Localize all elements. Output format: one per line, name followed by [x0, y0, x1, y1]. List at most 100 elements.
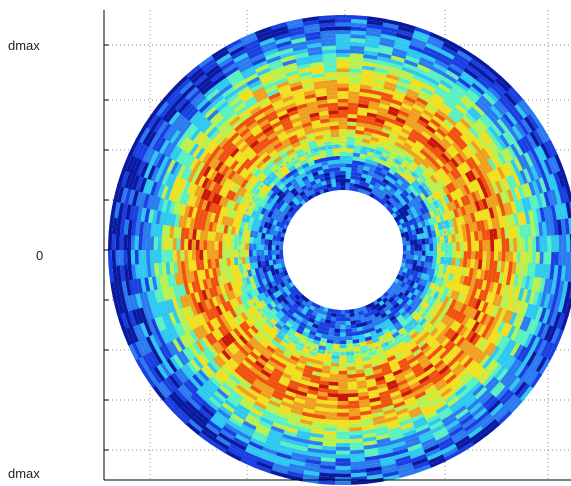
- heatmap-cell: [261, 103, 275, 113]
- heatmap-cell: [266, 288, 273, 296]
- heatmap-cell: [287, 411, 302, 419]
- heatmap-cell: [396, 382, 410, 391]
- heatmap-cell: [499, 116, 513, 132]
- heatmap-cell: [213, 48, 232, 62]
- heatmap-cell: [319, 317, 326, 323]
- heatmap-cell: [414, 277, 421, 285]
- heatmap-cell: [190, 279, 198, 293]
- heatmap-cell: [515, 330, 527, 347]
- heatmap-cell: [246, 135, 259, 147]
- heatmap-cell: [287, 340, 297, 349]
- heatmap-cell: [233, 101, 248, 113]
- heatmap-cell: [348, 76, 363, 81]
- heatmap-cell: [371, 418, 387, 426]
- heatmap-cell: [320, 118, 331, 124]
- heatmap-cell: [476, 118, 490, 133]
- heatmap-cell: [493, 407, 510, 424]
- heatmap-cell: [407, 264, 413, 271]
- heatmap-cell: [483, 359, 497, 374]
- heatmap-cell: [429, 32, 449, 44]
- heatmap-cell: [483, 397, 499, 412]
- heatmap-cell: [216, 99, 231, 113]
- heatmap-cell: [231, 48, 249, 60]
- heatmap-cell: [476, 220, 482, 233]
- heatmap-cell: [391, 127, 403, 136]
- heatmap-cell: [533, 163, 544, 181]
- heatmap-cell: [226, 68, 243, 81]
- heatmap-cell: [520, 302, 529, 318]
- heatmap-cell: [279, 271, 285, 278]
- heatmap-cell: [517, 120, 531, 138]
- heatmap-cell: [318, 18, 338, 24]
- heatmap-cell: [379, 135, 390, 142]
- heatmap-cell: [414, 140, 426, 150]
- heatmap-cell: [340, 167, 347, 172]
- heatmap-cell: [464, 112, 478, 126]
- heatmap-cell: [198, 148, 210, 162]
- heatmap-cell: [424, 219, 431, 227]
- heatmap-cell: [409, 212, 416, 221]
- heatmap-cell: [372, 129, 383, 136]
- heatmap-cell: [197, 311, 207, 325]
- heatmap-cell: [182, 361, 196, 377]
- heatmap-cell: [338, 121, 349, 126]
- heatmap-cell: [171, 296, 180, 311]
- heatmap-cell: [532, 194, 540, 211]
- heatmap-cell: [233, 432, 250, 445]
- heatmap-cell: [255, 330, 265, 340]
- heatmap-cell: [253, 156, 264, 167]
- heatmap-cell: [432, 359, 445, 371]
- heatmap-cell: [364, 477, 384, 484]
- heatmap-cell: [463, 295, 471, 307]
- heatmap-cell: [213, 212, 220, 224]
- heatmap-cell: [285, 361, 297, 370]
- heatmap-cell: [225, 198, 234, 209]
- heatmap-cell: [134, 306, 144, 324]
- heatmap-cell: [112, 295, 121, 315]
- heatmap-cell: [316, 165, 324, 172]
- heatmap-cell: [520, 98, 535, 116]
- heatmap-cell: [276, 443, 294, 453]
- heatmap-cell: [318, 376, 330, 382]
- heatmap-cell: [466, 232, 472, 243]
- heatmap-cell: [410, 181, 419, 191]
- heatmap-cell: [267, 181, 276, 190]
- heatmap-cell: [159, 273, 166, 289]
- heatmap-cell: [536, 162, 547, 180]
- heatmap-cell: [252, 249, 257, 257]
- heatmap-cell: [451, 234, 457, 244]
- heatmap-cell: [402, 159, 412, 168]
- heatmap-cell: [362, 57, 379, 64]
- heatmap-cell: [323, 172, 331, 178]
- heatmap-cell: [346, 152, 355, 157]
- heatmap-cell: [361, 138, 372, 145]
- heatmap-cell: [307, 381, 320, 388]
- heatmap-cell: [389, 365, 401, 374]
- heatmap-cell: [392, 123, 404, 132]
- heatmap-cell: [406, 406, 421, 416]
- heatmap-cell: [294, 344, 304, 352]
- heatmap-cell: [319, 176, 327, 183]
- heatmap-cell: [460, 206, 467, 217]
- heatmap-cell: [378, 103, 392, 111]
- heatmap-cell: [358, 341, 367, 347]
- heatmap-cell: [162, 104, 177, 121]
- heatmap-cell: [209, 440, 228, 454]
- heatmap-cell: [219, 335, 231, 348]
- heatmap-cell: [157, 379, 172, 397]
- heatmap-cell: [165, 235, 170, 250]
- heatmap-cell: [176, 259, 182, 274]
- heatmap-cell: [260, 445, 278, 456]
- heatmap-cell: [142, 127, 155, 146]
- heatmap-cell: [205, 319, 215, 333]
- heatmap-cell: [385, 141, 396, 149]
- heatmap-cell: [535, 178, 544, 196]
- heatmap-cell: [320, 441, 337, 447]
- heatmap-cell: [275, 36, 293, 45]
- heatmap-cell: [432, 236, 438, 245]
- heatmap-cell: [271, 25, 291, 34]
- heatmap-cell: [185, 154, 197, 169]
- heatmap-cell: [397, 134, 409, 143]
- heatmap-cell: [210, 412, 227, 426]
- heatmap-cell: [530, 111, 544, 130]
